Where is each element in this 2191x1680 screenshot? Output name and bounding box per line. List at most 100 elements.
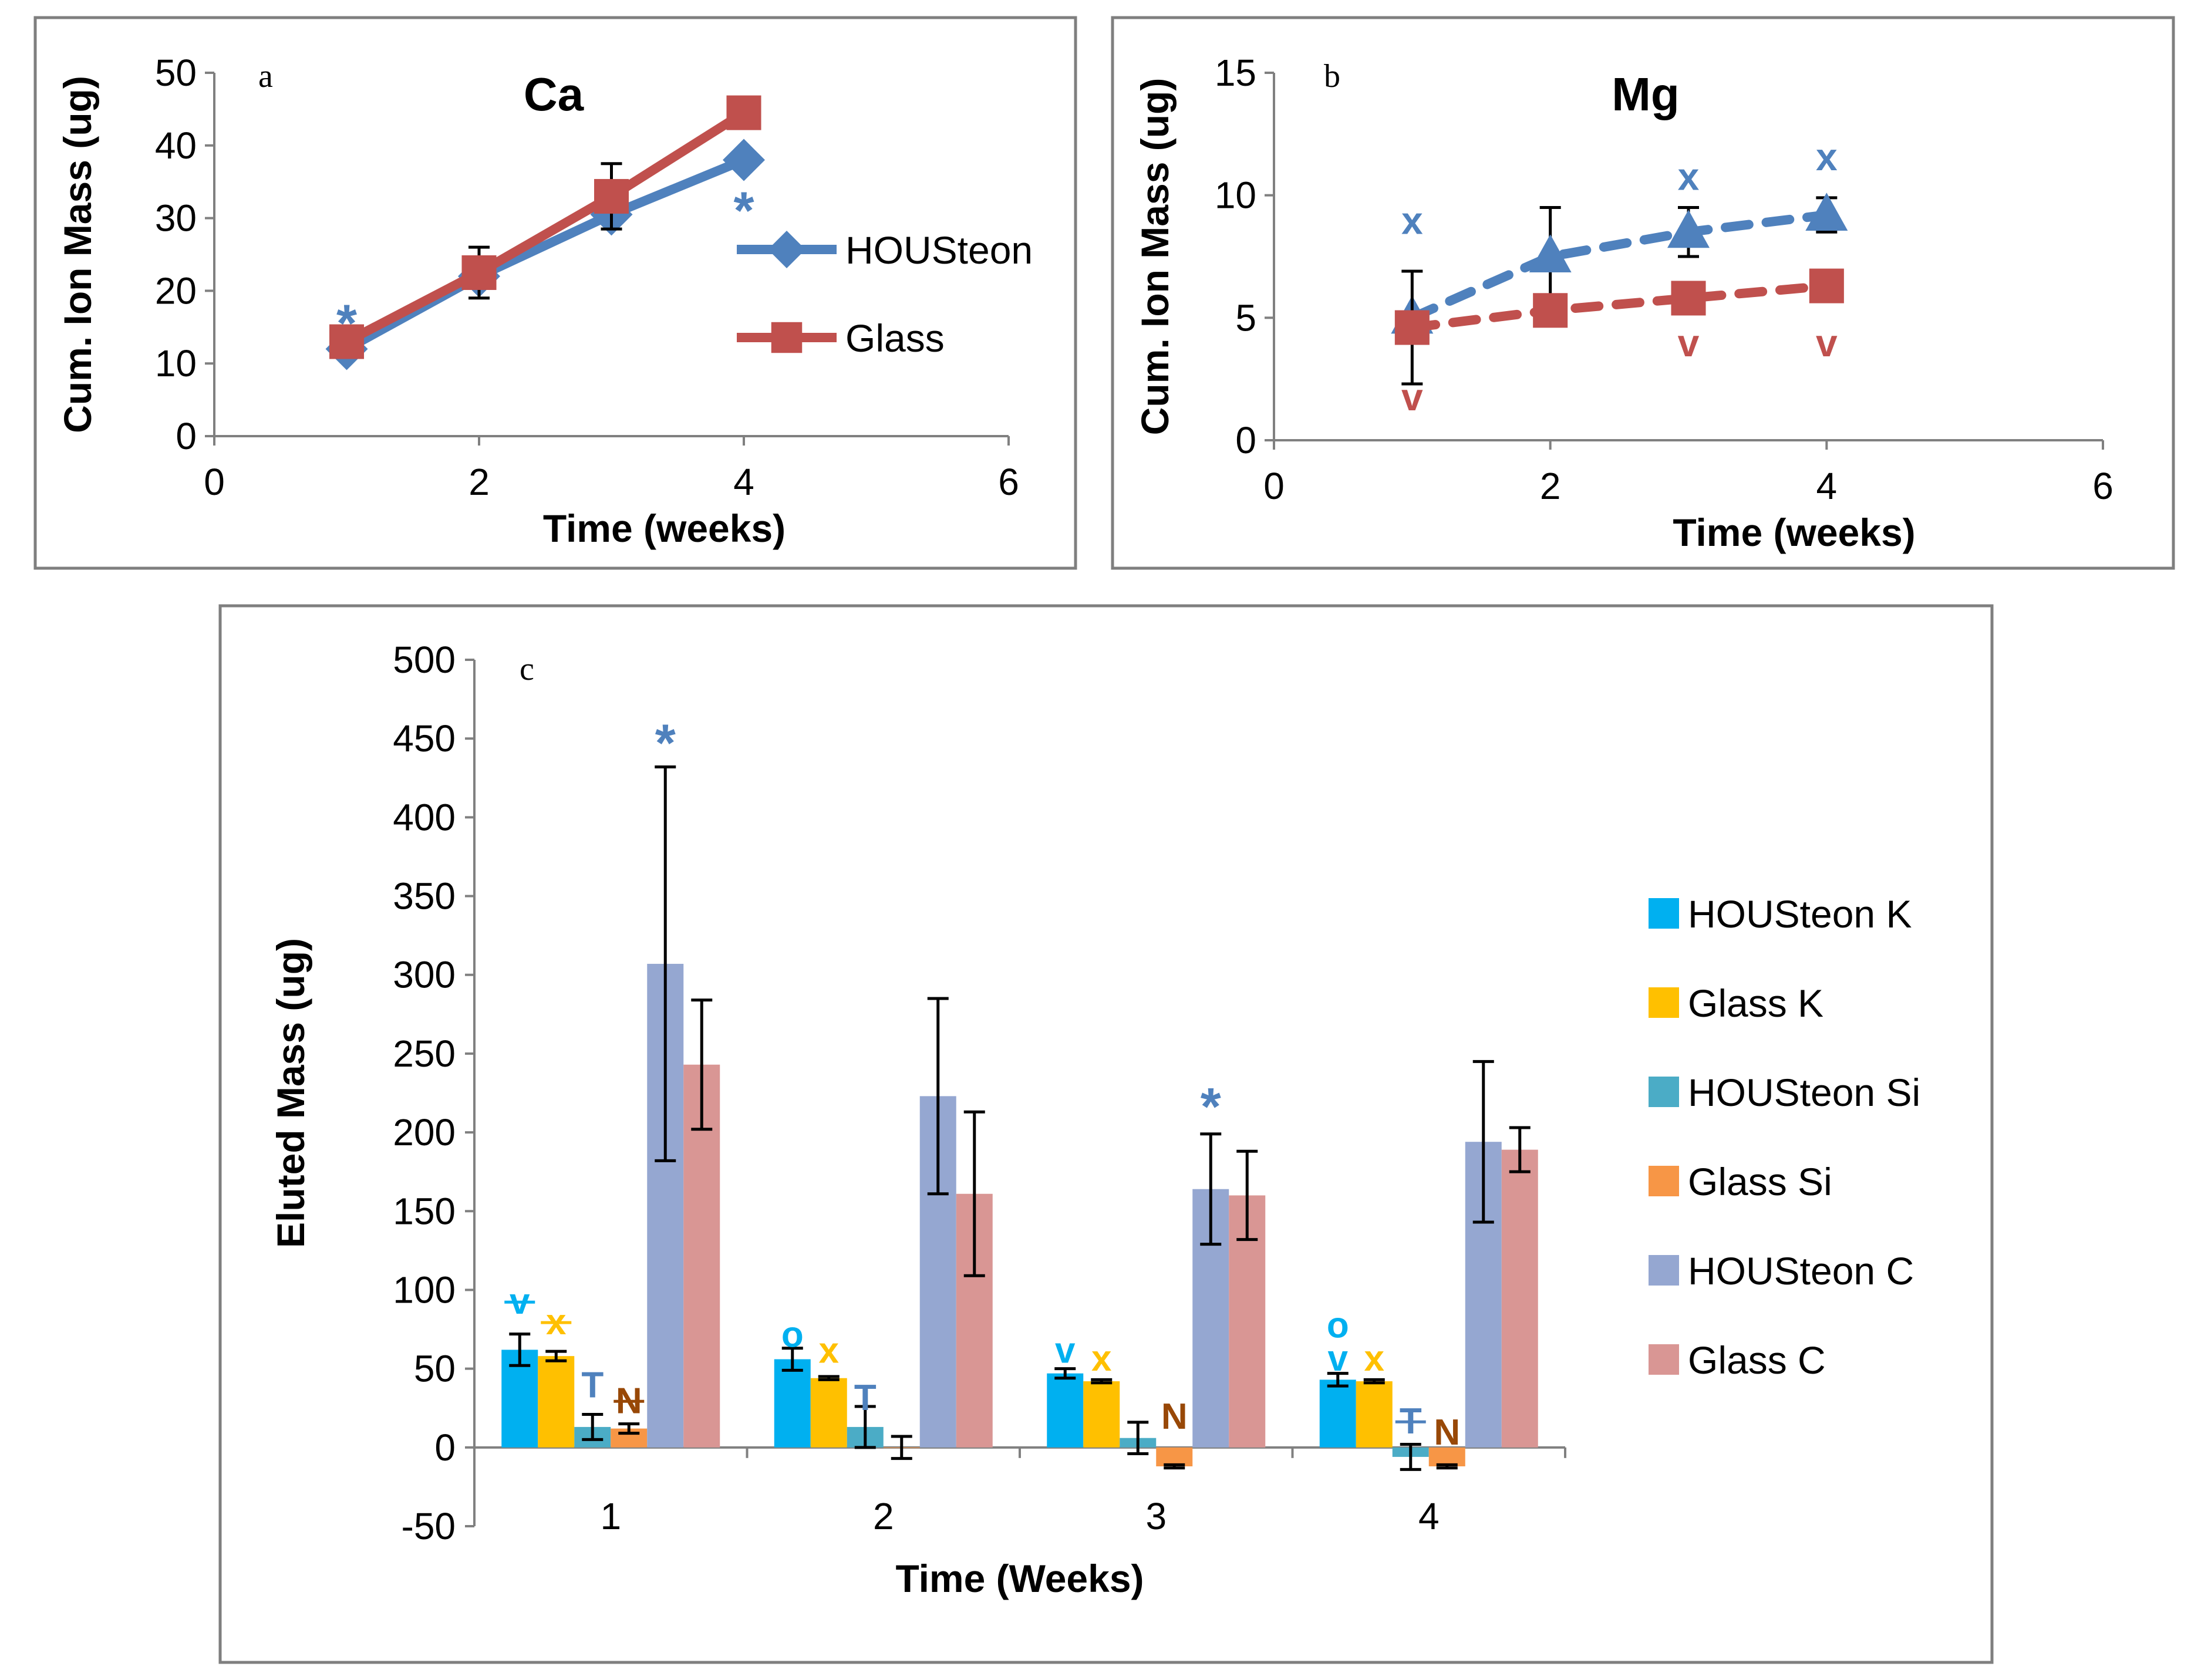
data-point-glass [329, 324, 365, 359]
y-tick-label: 10 [1215, 174, 1256, 217]
data-point-glass [1671, 281, 1706, 316]
data-point-glass [1533, 293, 1568, 328]
x-axis-title: Time (weeks) [543, 507, 786, 550]
significance-mark: o [781, 1315, 804, 1355]
significance-mark: N [1161, 1396, 1188, 1437]
data-point-glass [726, 95, 761, 130]
bar-housteon-k [774, 1359, 811, 1448]
bar-housteon-k [1047, 1373, 1084, 1448]
x-tick-label: 2 [873, 1495, 894, 1537]
y-tick-label: 30 [155, 197, 197, 239]
y-tick-label: 50 [414, 1348, 456, 1390]
y-tick-label: 250 [393, 1033, 456, 1075]
y-axis-title: Cum. Ion Mass (ug) [1133, 78, 1177, 436]
legend-label: Glass [845, 316, 945, 360]
x-tick-label: 1 [600, 1495, 621, 1537]
significance-mark: x [1816, 135, 1838, 178]
y-tick-label: 40 [155, 124, 197, 167]
y-tick-label: 150 [393, 1190, 456, 1232]
legend-swatch [1649, 898, 1679, 929]
data-point-housteon [1667, 210, 1710, 248]
legend-label: Glass K [1688, 981, 1823, 1025]
y-tick-label: -50 [402, 1505, 456, 1547]
significance-mark: * [1201, 1078, 1221, 1136]
x-axis-title: Time (Weeks) [895, 1557, 1144, 1600]
legend-label: HOUSteon [845, 228, 1033, 272]
chart-title: Ca [524, 68, 584, 120]
legend-label: HOUSteon C [1688, 1249, 1914, 1293]
data-point-glass [1394, 310, 1430, 345]
x-tick-label: 4 [733, 461, 754, 503]
y-tick-label: 0 [434, 1426, 456, 1469]
data-point-housteon [1529, 234, 1572, 272]
panel-a-frame [33, 16, 1077, 570]
significance-mark: o [1327, 1305, 1349, 1345]
significance-mark: v [1816, 321, 1838, 365]
legend-label: Glass Si [1688, 1160, 1832, 1203]
panel-c-plot: -50 0 50 100 150 200 250 300 350 400 450 500 1 2 3 4 Tim… [269, 639, 1920, 1600]
significance-mark: v [1401, 375, 1423, 419]
legend-swatch [1649, 987, 1679, 1018]
significance-mark: N [1434, 1412, 1460, 1453]
legend-swatch [1649, 1077, 1679, 1107]
y-tick-label: 100 [393, 1269, 456, 1311]
x-tick-label: 3 [1145, 1495, 1167, 1537]
legend-marker [771, 322, 803, 353]
data-point-glass [594, 178, 629, 214]
panel-c-letter: c [520, 651, 534, 687]
legend-swatch [1649, 1344, 1679, 1375]
significance-mark: * [733, 181, 754, 240]
y-axis-title: Cum. Ion Mass (ug) [56, 76, 99, 433]
x-tick-label: 4 [1816, 465, 1838, 507]
significance-mark: v [1328, 1338, 1349, 1379]
y-tick-label: 400 [393, 796, 456, 838]
series-line-housteon [342, 155, 749, 354]
y-tick-label: 200 [393, 1111, 456, 1153]
panel-a-letter: a [258, 58, 273, 95]
y-axis-title: Eluted Mass (ug) [269, 938, 312, 1248]
legend-label: Glass C [1688, 1338, 1826, 1382]
y-tick-label: 300 [393, 954, 456, 996]
data-point-housteon [1805, 193, 1848, 231]
x-tick-label: 2 [468, 461, 490, 503]
legend-label: HOUSteon Si [1688, 1071, 1920, 1114]
legend-marker [768, 231, 805, 268]
x-tick-label: 6 [2092, 465, 2114, 507]
significance-mark: * [336, 294, 357, 353]
bar-glass-si [1156, 1447, 1193, 1467]
x-tick-label: 0 [1263, 465, 1285, 507]
significance-mark: x [1401, 198, 1423, 242]
bar-glass-k [1083, 1381, 1120, 1448]
data-point-glass [1809, 268, 1844, 303]
panel-a-plot: 0 10 20 30 40 50 0 2 4 6 Ca Time (weeks) Cum. Ion Ma… [56, 52, 1033, 550]
legend-label: HOUSteon K [1688, 892, 1912, 936]
x-tick-label: 4 [1418, 1495, 1440, 1537]
y-tick-label: 50 [155, 52, 197, 94]
significance-mark: x [819, 1330, 840, 1371]
bar-glass-si [1428, 1447, 1465, 1467]
y-tick-label: 350 [393, 875, 456, 917]
bar-glass-k [1356, 1381, 1393, 1448]
y-tick-label: 15 [1215, 52, 1256, 94]
significance-mark: v [1055, 1330, 1076, 1371]
panel-b-frame [1111, 16, 2175, 570]
y-tick-label: 0 [176, 415, 197, 457]
significance-mark: v [1678, 321, 1700, 365]
bar-housteon-k [1319, 1379, 1356, 1448]
legend-swatch [1649, 1255, 1679, 1286]
panel-b-letter: b [1324, 58, 1340, 95]
x-tick-label: 0 [204, 461, 225, 503]
series-line-glass [1407, 281, 1832, 333]
significance-mark: x [1364, 1338, 1385, 1379]
x-axis-title: Time (weeks) [1673, 511, 1915, 554]
data-point-housteon [723, 139, 765, 181]
significance-mark: x [1091, 1338, 1112, 1379]
panel-b-plot: 0 5 10 15 0 2 4 6 Mg Time (weeks) Cum. Ion Mass (u… [1133, 52, 2114, 554]
legend-swatch [1649, 1166, 1679, 1196]
bar-glass-k [810, 1378, 847, 1448]
significance-mark: T [581, 1365, 604, 1405]
bar-glass-k [538, 1356, 575, 1448]
y-tick-label: 5 [1235, 296, 1256, 339]
series-line-glass [342, 108, 749, 347]
